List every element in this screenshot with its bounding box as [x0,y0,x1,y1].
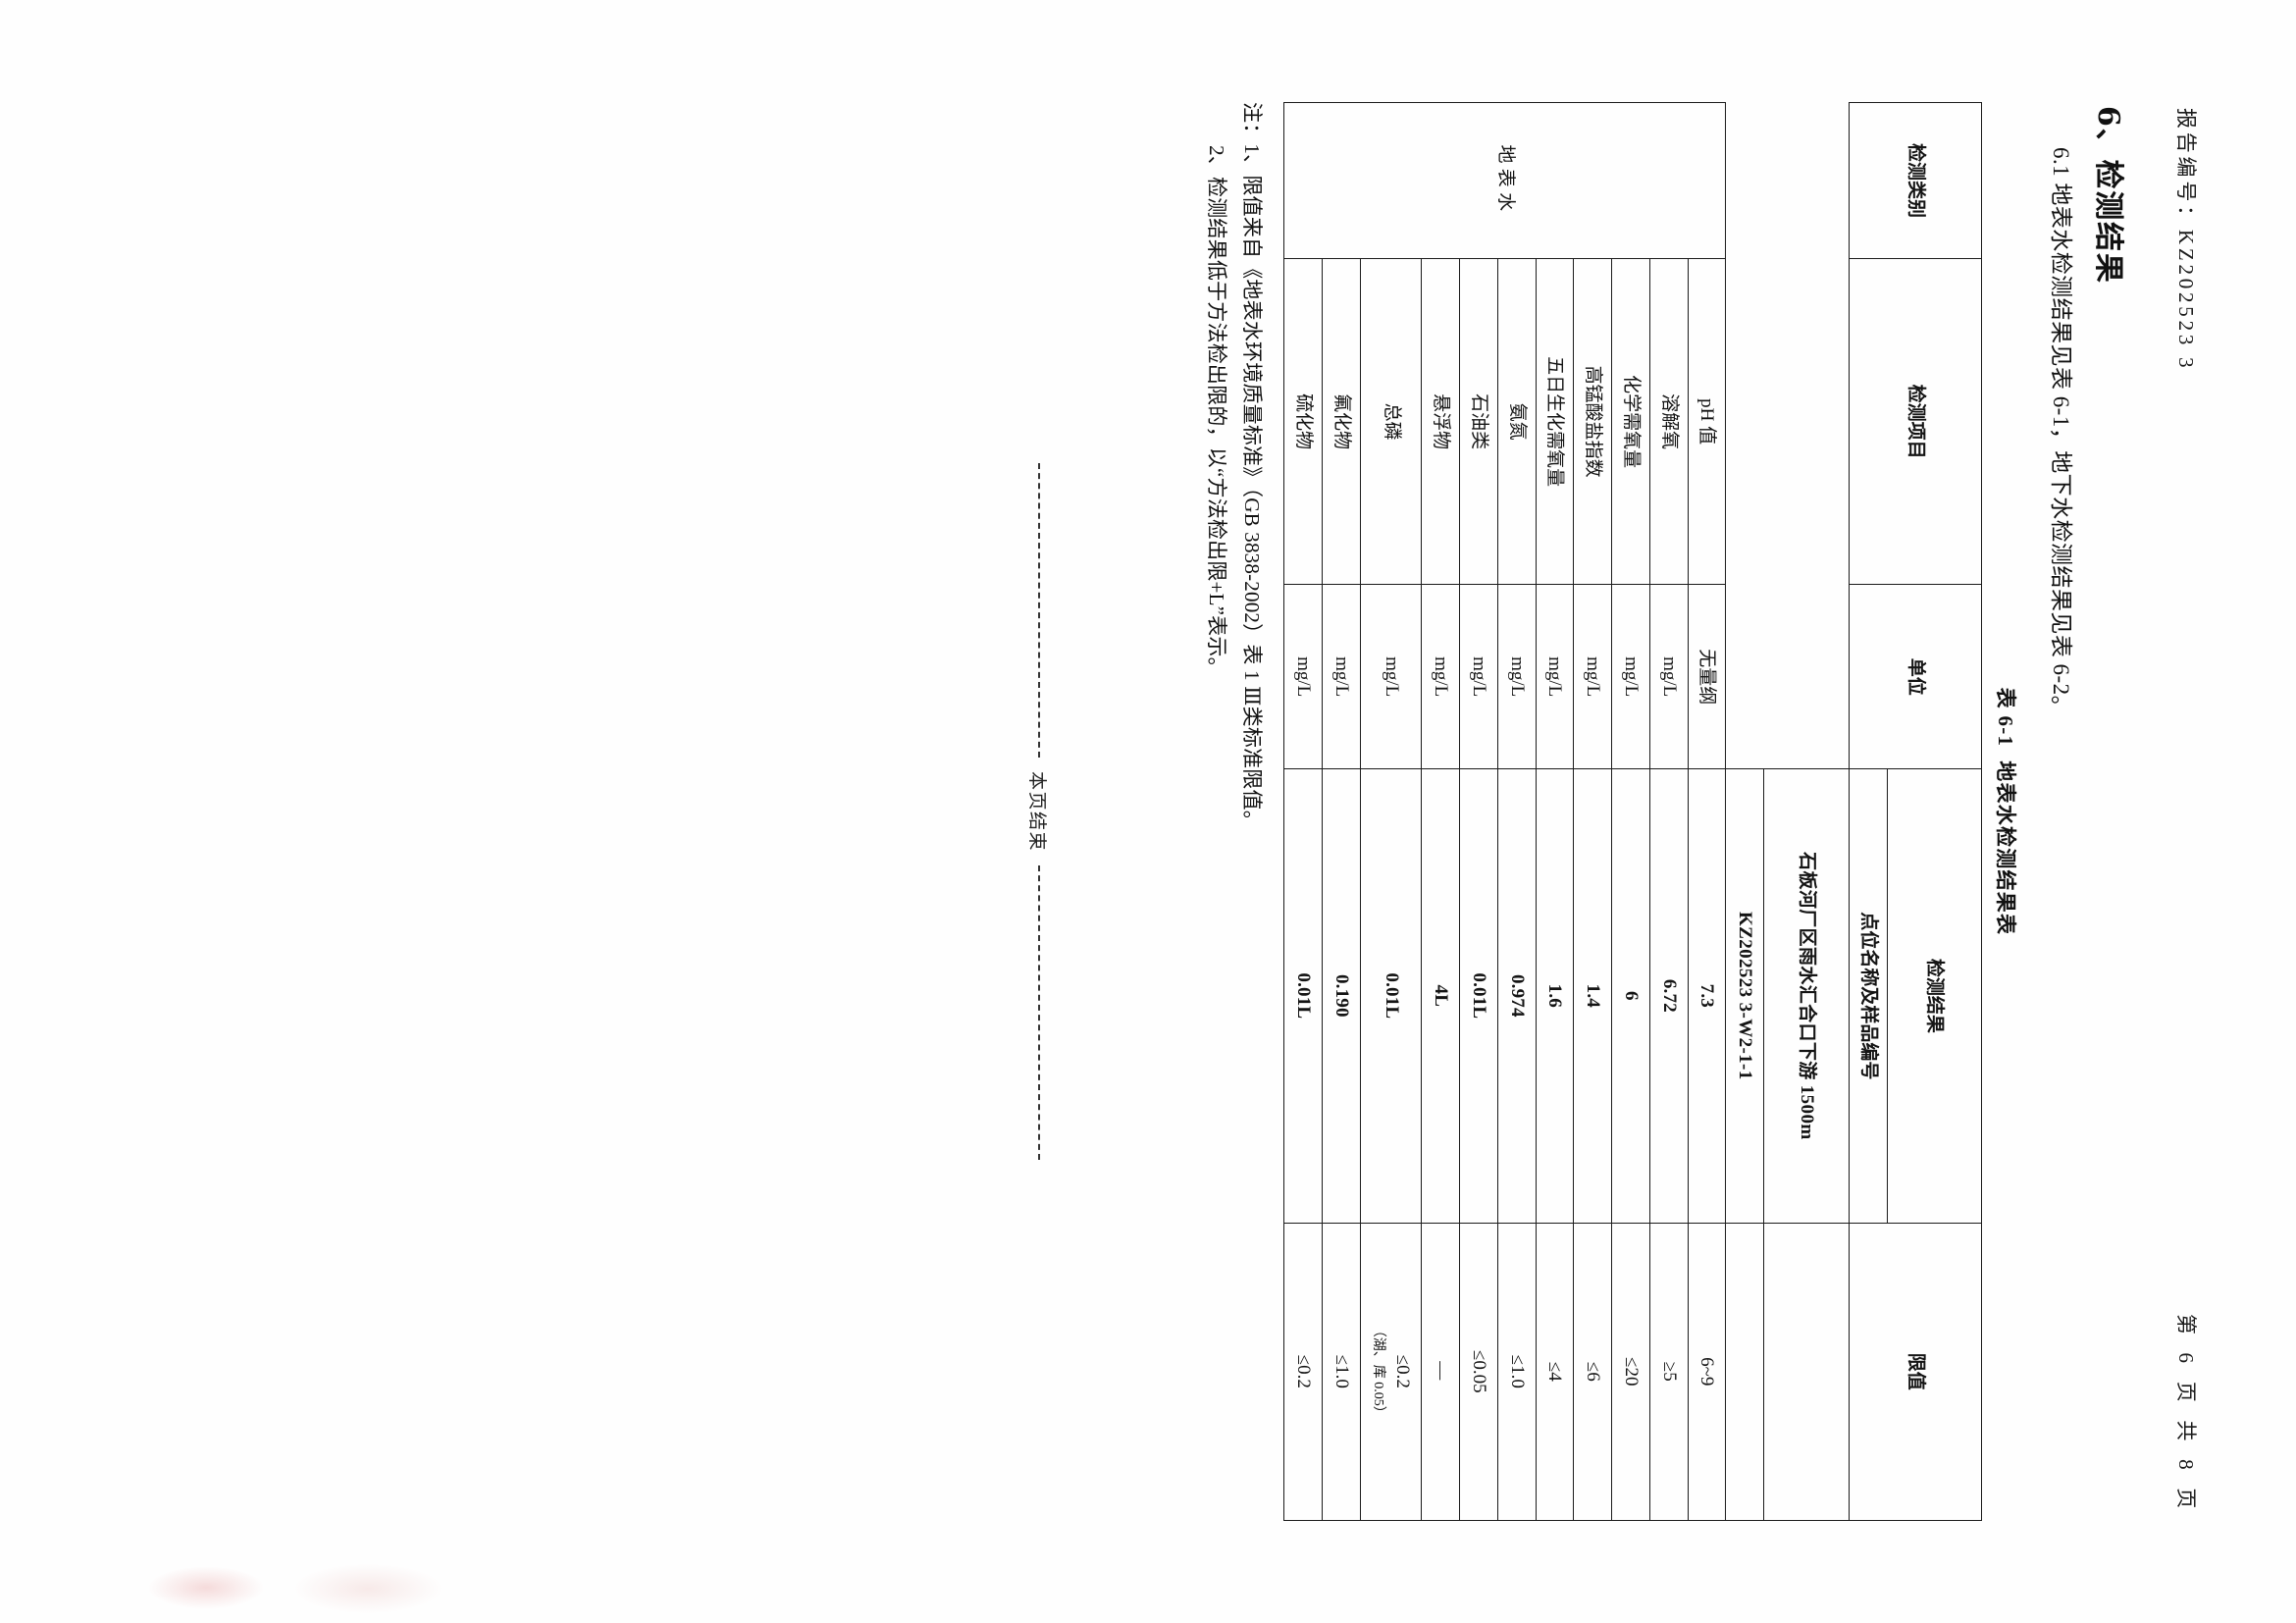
header-result-group: 检测结果 [1887,768,1982,1224]
item-name: 溶解氧 [1649,258,1689,585]
item-limit: ≤4 [1536,1223,1574,1521]
item-result: 0.01L [1459,768,1498,1224]
table-row: 高锰酸盐指数 mg/L 1.4 ≤6 [1574,103,1612,1521]
table-row: 五日生化需氧量 mg/L 1.6 ≤4 [1536,103,1574,1521]
item-limit: — [1422,1223,1460,1521]
item-unit: 无量纲 [1688,584,1726,769]
item-name: pH 值 [1688,258,1726,585]
header-limit: 限值 [1849,1223,1982,1521]
table-caption-number: 表 6-1 [1994,687,2017,748]
item-result: 1.6 [1536,768,1574,1224]
item-unit: mg/L [1322,584,1361,769]
header-category: 检测类别 [1849,102,1982,259]
item-name: 化学需氧量 [1611,258,1650,585]
item-unit: mg/L [1649,584,1689,769]
note-text: 限值来自《地表水环境质量标准》（GB 3838-2002）表 1 Ⅲ类标准限值。 [1240,175,1265,831]
item-result: 4L [1422,768,1460,1224]
table-row: 氟化物 mg/L 0.190 ≤1.0 [1322,103,1361,1521]
item-name: 高锰酸盐指数 [1574,258,1612,585]
item-limit: ≤0.05 [1459,1223,1498,1521]
table-row: 地表水 pH 值 无量纲 7.3 6~9 [1284,102,1726,1521]
table-row: 氨氮 mg/L 0.974 ≤1.0 [1497,103,1537,1521]
table-notes: 注： 1、 限值来自《地表水环境质量标准》（GB 3838-2002）表 1 Ⅲ… [1199,102,1270,1521]
sample-point-name: 石板河厂区雨水汇合口下游 1500m [1763,768,1850,1224]
table-caption-title: 地表水检测结果表 [1994,760,2017,936]
table-caption: 表 6-1 地表水检测结果表 [1992,102,2021,1521]
report-number-label: 报告编号： [2174,108,2198,230]
item-limit: ≥5 [1649,1223,1689,1521]
report-number-block: 报告编号：KZ202523 3 [2172,108,2202,371]
sample-id-row: KZ202523 3-W2-1-1 [1726,102,1764,1521]
item-limit: ≤1.0 [1497,1223,1537,1521]
sample-name-row: 石板河厂区雨水汇合口下游 1500m [1763,102,1850,1521]
category-surface-water: 地表水 [1284,102,1726,259]
page-end-label: 本页结束 [1026,770,1048,853]
item-limit: 6~9 [1688,1223,1726,1521]
page-indicator: 第 6 页 共 8 页 [2174,1313,2198,1515]
table-header-row-1: 检测类别 检测项目 单位 检测结果 限值 [1849,102,1982,1521]
item-unit: mg/L [1574,584,1612,769]
item-unit: mg/L [1611,584,1650,769]
item-limit-value: ≤0.2 [1392,1354,1414,1388]
item-limit: ≤6 [1574,1223,1612,1521]
item-result: 6 [1611,768,1650,1224]
note-number: 1、 [1240,143,1265,176]
item-unit: mg/L [1284,584,1323,769]
item-unit: mg/L [1536,584,1574,769]
header-result-point-name: 点位名称及样品编号 [1849,768,1888,1224]
table-row: 化学需氧量 mg/L 6 ≤20 [1611,103,1650,1521]
table-row: 硫化物 mg/L 0.01L ≤0.2 [1284,103,1323,1521]
item-unit: mg/L [1422,584,1460,769]
section-heading: 6、检测结果 [2090,106,2133,1521]
table-row: 石油类 mg/L 0.01L ≤0.05 [1459,103,1498,1521]
section-title: 检测结果 [2091,159,2125,285]
item-limit-note: （湖、库 0.05） [1370,1323,1385,1420]
page-end-rule-left [1037,462,1040,758]
running-head: 报告编号：KZ202523 3 第 6 页 共 8 页 [2166,102,2202,1521]
header-item: 检测项目 [1849,258,1982,585]
item-limit: ≤20 [1611,1223,1650,1521]
report-number-value: KZ202523 3 [2174,229,2198,372]
item-limit: ≤0.2 [1284,1223,1323,1521]
sample-id: KZ202523 3-W2-1-1 [1726,768,1764,1224]
notes-label: 注： [1240,102,1265,144]
note-text: 检测结果低于方法检出限的，以“方法检出限+L”表示。 [1205,177,1229,678]
item-limit: ≤0.2 （湖、库 0.05） [1360,1223,1422,1521]
item-name: 悬浮物 [1422,258,1460,585]
note-line: 2、 检测结果低于方法检出限的，以“方法检出限+L”表示。 [1199,102,1234,1521]
item-limit: ≤1.0 [1322,1223,1361,1521]
table-row: 溶解氧 mg/L 6.72 ≥5 [1649,103,1689,1521]
table-row: 总磷 mg/L 0.01L ≤0.2 （湖、库 0.05） [1360,103,1422,1521]
item-name: 石油类 [1459,258,1498,585]
item-unit: mg/L [1497,584,1537,769]
item-result: 6.72 [1649,768,1689,1224]
note-line: 注： 1、 限值来自《地表水环境质量标准》（GB 3838-2002）表 1 Ⅲ… [1234,102,1270,1521]
page-end-rule-right [1037,865,1040,1161]
item-result: 0.01L [1360,768,1422,1224]
note-number: 2、 [1205,145,1229,178]
page-end-marker: 本页结束 [1025,102,1052,1521]
table-row: 悬浮物 mg/L 4L — [1422,103,1460,1521]
item-result: 7.3 [1688,768,1726,1224]
item-name: 五日生化需氧量 [1536,258,1574,585]
item-name: 硫化物 [1284,258,1323,585]
section-subtitle: 6.1 地表水检测结果见表 6-1，地下水检测结果见表 6-2。 [2049,147,2073,719]
item-result: 0.974 [1497,768,1537,1224]
item-unit: mg/L [1459,584,1498,769]
surface-water-results-table: 检测类别 检测项目 单位 检测结果 限值 点位名称及样品编号 石板河厂区雨水汇合… [1284,102,1983,1521]
item-result: 0.190 [1322,768,1361,1224]
item-name: 氨氮 [1497,258,1537,585]
item-name: 氟化物 [1322,258,1361,585]
item-result: 1.4 [1574,768,1612,1224]
item-result: 0.01L [1284,768,1323,1224]
section-number: 6、 [2091,106,2125,160]
header-unit: 单位 [1849,584,1982,769]
item-name: 总磷 [1360,258,1422,585]
table-body: 地表水 pH 值 无量纲 7.3 6~9 溶解氧 mg/L 6.72 ≥5 化学… [1284,102,1726,1521]
item-unit: mg/L [1360,584,1422,769]
